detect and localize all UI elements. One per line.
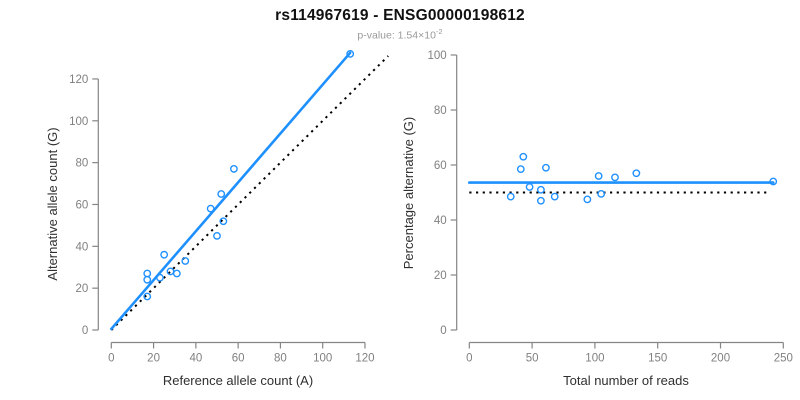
data-point <box>172 269 181 278</box>
data-point <box>219 217 228 226</box>
y-tick-label: 60 <box>434 160 447 172</box>
identity-line <box>110 55 389 331</box>
y-tick-label: 40 <box>76 241 89 253</box>
x-axis-title: Reference allele count (A) <box>163 373 313 388</box>
y-tick-label: 0 <box>82 325 88 337</box>
data-point <box>506 192 515 201</box>
y-tick-label: 20 <box>76 283 89 295</box>
p-value-exponent: -2 <box>435 27 443 36</box>
y-axis-title: Alternative allele count (G) <box>45 127 60 280</box>
y-tick-label: 0 <box>440 325 446 337</box>
data-point <box>536 185 545 194</box>
x-tick-label: 40 <box>189 353 202 365</box>
data-point <box>516 165 525 174</box>
data-point <box>550 192 559 201</box>
data-point <box>160 250 169 259</box>
x-tick-label: 60 <box>232 353 245 365</box>
left-scatter-panel: 0 20 40 60 80 100 120 0 20 40 60 80 100 120 Reference … <box>45 49 389 388</box>
y-tick-label: 120 <box>69 74 88 86</box>
data-point <box>181 257 190 265</box>
y-tick-label: 60 <box>76 199 89 211</box>
y-axis-title: Percentage alternative (G) <box>401 117 416 269</box>
data-point <box>217 190 226 198</box>
y-tick-label: 80 <box>434 105 447 117</box>
data-point <box>143 275 152 284</box>
x-tick-label: 50 <box>526 353 539 365</box>
p-value-subtitle: p-value: 1.54×10-2 <box>0 27 800 42</box>
x-tick-label: 150 <box>648 353 667 365</box>
data-point <box>519 152 528 161</box>
data-point <box>542 163 550 172</box>
data-point <box>230 165 238 173</box>
x-tick-label: 0 <box>466 353 472 365</box>
data-point <box>143 292 152 301</box>
data-point <box>166 267 175 276</box>
page-title: rs114967619 - ENSG00000198612 <box>275 7 525 24</box>
y-tick-label: 100 <box>428 50 447 62</box>
regression-fit-line <box>110 51 352 331</box>
x-tick-label: 80 <box>274 353 287 365</box>
x-tick-label: 20 <box>147 353 160 365</box>
data-point <box>143 269 152 278</box>
x-tick-label: 250 <box>774 353 793 365</box>
data-point <box>594 172 603 180</box>
y-tick-label: 20 <box>434 270 447 282</box>
data-point <box>525 183 534 191</box>
data-point <box>597 189 606 198</box>
right-scatter-panel: 0 50 100 150 200 250 0 20 40 60 80 100 Total number … <box>401 50 793 388</box>
data-point <box>536 196 545 205</box>
y-tick-label: 80 <box>76 158 89 170</box>
x-tick-label: 0 <box>108 353 114 365</box>
data-point <box>213 231 221 240</box>
x-tick-label: 100 <box>585 353 604 365</box>
data-point <box>632 169 641 178</box>
data-point <box>583 195 592 204</box>
p-value-text: p-value: 1.54×10 <box>357 29 436 42</box>
x-tick-label: 120 <box>355 353 374 365</box>
data-point <box>346 49 355 58</box>
x-axis-title: Total number of reads <box>563 373 689 388</box>
x-tick-label: 200 <box>711 353 730 365</box>
y-tick-label: 40 <box>434 215 447 227</box>
x-tick-label: 100 <box>313 353 332 365</box>
y-tick-label: 100 <box>69 116 88 128</box>
data-point <box>611 173 619 182</box>
